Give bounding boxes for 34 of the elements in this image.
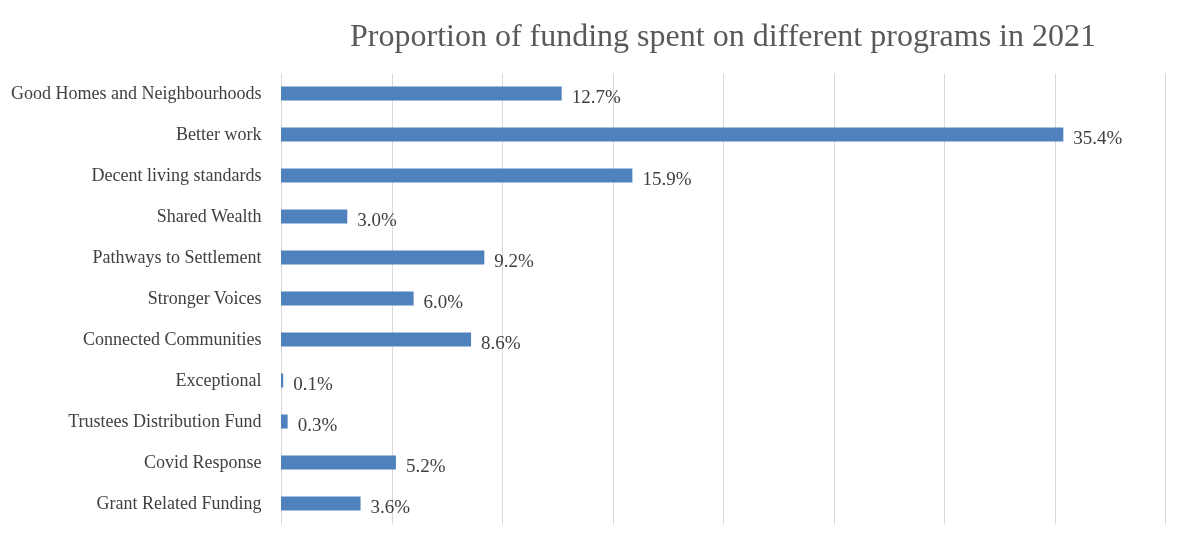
data-label: 6.0% [423, 290, 464, 312]
y-tick-label: Shared Wealth [156, 205, 262, 226]
y-tick-label: Connected Communities [83, 328, 262, 349]
bar [281, 209, 348, 224]
data-label: 0.1% [293, 372, 333, 394]
bar [281, 414, 288, 429]
y-tick-label: Trustees Distribution Fund [68, 410, 262, 431]
data-label: 9.2% [494, 249, 535, 271]
y-tick-label: Covid Response [143, 451, 262, 472]
data-label: 5.2% [405, 454, 446, 476]
bar [281, 373, 284, 388]
bar [281, 127, 1064, 142]
bar [281, 291, 414, 306]
y-tick-label: Exceptional [175, 369, 262, 390]
bar [281, 332, 472, 347]
data-label: 12.7% [571, 85, 621, 107]
data-label: 35.4% [1073, 126, 1123, 148]
bar [281, 86, 562, 101]
chart-title: Proportion of funding spent on different programs in 2021 [350, 17, 1096, 53]
data-label: 3.6% [370, 495, 411, 517]
y-tick-label: Good Homes and Neighbourhoods [11, 82, 262, 103]
y-tick-label: Grant Related Funding [96, 492, 262, 513]
bar [281, 496, 361, 511]
data-label: 0.3% [297, 413, 338, 435]
y-tick-label: Decent living standards [91, 164, 262, 185]
data-label: 15.9% [642, 167, 692, 189]
data-label: 8.6% [481, 331, 521, 353]
bar [281, 168, 633, 183]
bar [281, 250, 485, 265]
y-tick-label: Stronger Voices [147, 287, 262, 308]
y-tick-label: Better work [176, 123, 262, 144]
data-label: 3.0% [357, 208, 398, 230]
y-tick-label: Pathways to Settlement [92, 246, 262, 267]
bar [281, 455, 396, 470]
